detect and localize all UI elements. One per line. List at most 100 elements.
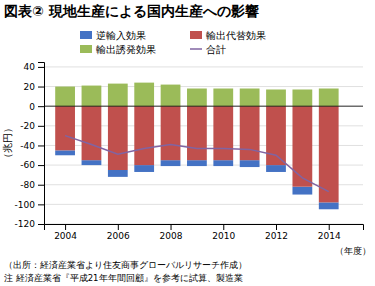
legend-item: 逆輸入効果 <box>80 30 146 41</box>
grid-line <box>44 106 363 107</box>
bar-series <box>55 106 338 202</box>
axis-domain <box>45 225 364 231</box>
bar <box>161 160 181 166</box>
plot: 2004 2006 2008 2010 2012 2014 -120 -100 -80 -60 -4… <box>15 62 364 241</box>
tick-label: -100 <box>15 200 36 210</box>
y-tick: -120 <box>15 219 44 229</box>
tick-mark <box>38 87 44 88</box>
tick-mark <box>38 204 44 205</box>
y-tick: 40 <box>24 62 44 72</box>
legend-item: 輸出代替効果 <box>190 30 266 41</box>
title: 図表② 現地生産による国内生産への影響 <box>4 3 259 19</box>
bar <box>187 106 207 160</box>
bar <box>319 202 339 209</box>
grid <box>44 67 363 224</box>
bar <box>55 150 75 155</box>
x-label: （年度） <box>335 246 371 256</box>
line-marks <box>65 136 329 192</box>
tick-mark <box>38 126 44 127</box>
tick-mark <box>276 224 277 230</box>
bar <box>266 165 286 172</box>
tick-label: 2006 <box>107 231 130 241</box>
bar <box>213 160 233 166</box>
bar <box>55 87 75 107</box>
y-tick: -40 <box>20 141 44 151</box>
x-tick: 2004 <box>54 224 77 241</box>
axis-domain <box>38 63 45 225</box>
bar <box>82 86 102 107</box>
y-tick: 0 <box>29 102 44 112</box>
bar <box>187 160 207 166</box>
legend-swatch <box>80 45 92 53</box>
line <box>65 136 329 192</box>
tick-mark <box>38 145 44 146</box>
x-tick: 2006 <box>107 224 130 241</box>
y-axis: -120 -100 -80 -60 -40 -20 0 20 40 <box>15 62 45 229</box>
bar <box>161 85 181 107</box>
legend-label: 逆輸入効果 <box>96 30 146 41</box>
grid-line <box>44 66 363 67</box>
tick-mark <box>38 185 44 186</box>
tick-label: 2004 <box>54 231 77 241</box>
x-tick: 2010 <box>212 224 235 241</box>
legend-swatch <box>190 31 202 39</box>
tick-mark <box>329 224 330 230</box>
tick-label: 20 <box>24 82 36 92</box>
bar <box>292 187 312 195</box>
y-tick: -100 <box>15 200 44 210</box>
tick-label: -20 <box>20 121 35 131</box>
bar-series <box>55 83 338 107</box>
bar <box>240 160 260 167</box>
tick-label: -40 <box>20 141 35 151</box>
bar <box>187 89 207 107</box>
x-tick: 2014 <box>318 224 341 241</box>
y-tick: 20 <box>24 82 44 92</box>
bar <box>55 106 75 150</box>
tick-label: 0 <box>29 102 35 112</box>
x-tick: 2008 <box>160 224 183 241</box>
bar <box>108 84 128 107</box>
tick-mark <box>223 224 224 230</box>
y-tick: -60 <box>20 160 44 170</box>
tick-label: -120 <box>15 219 36 229</box>
bar <box>134 165 154 172</box>
marks <box>55 83 338 210</box>
tick-label: -80 <box>20 180 35 190</box>
bar <box>82 160 102 165</box>
y-tick: -20 <box>20 121 44 131</box>
zero-line <box>44 106 363 107</box>
bar <box>161 106 181 160</box>
tick-mark <box>65 224 66 230</box>
bar <box>292 106 312 187</box>
bar <box>213 106 233 160</box>
annotation: （出所：経済産業省より住友商事グローバルリサーチ作成） <box>4 260 247 270</box>
y-label: （兆円） <box>2 123 13 163</box>
x-axis: 2004 2006 2008 2010 2012 2014 <box>45 224 364 241</box>
tick-label: -60 <box>20 160 35 170</box>
bar <box>266 89 286 106</box>
legend-item: 輸出誘発効果 <box>80 44 156 55</box>
y-tick: -80 <box>20 180 44 190</box>
bar <box>134 106 154 165</box>
tick-label: 2014 <box>318 231 341 241</box>
tick-label: 2010 <box>212 231 235 241</box>
bar <box>213 89 233 107</box>
tick-label: 2012 <box>265 231 288 241</box>
bar <box>319 89 339 107</box>
bar <box>82 106 102 160</box>
x-tick: 2012 <box>265 224 288 241</box>
tick-mark <box>171 224 172 230</box>
tick-mark <box>38 67 44 68</box>
tick-mark <box>118 224 119 230</box>
chart: 2004 2006 2008 2010 2012 2014 -120 -100 -80 -60 -4… <box>0 0 375 286</box>
tick-label: 40 <box>24 62 36 72</box>
bar <box>108 170 128 177</box>
tick-mark <box>38 106 44 107</box>
legend-swatch <box>80 31 92 39</box>
legend-item: 合計 <box>190 44 226 55</box>
bar <box>292 89 312 106</box>
bar <box>240 89 260 107</box>
tick-mark <box>38 224 44 225</box>
legend-label: 合計 <box>206 44 226 55</box>
tick-mark <box>38 165 44 166</box>
